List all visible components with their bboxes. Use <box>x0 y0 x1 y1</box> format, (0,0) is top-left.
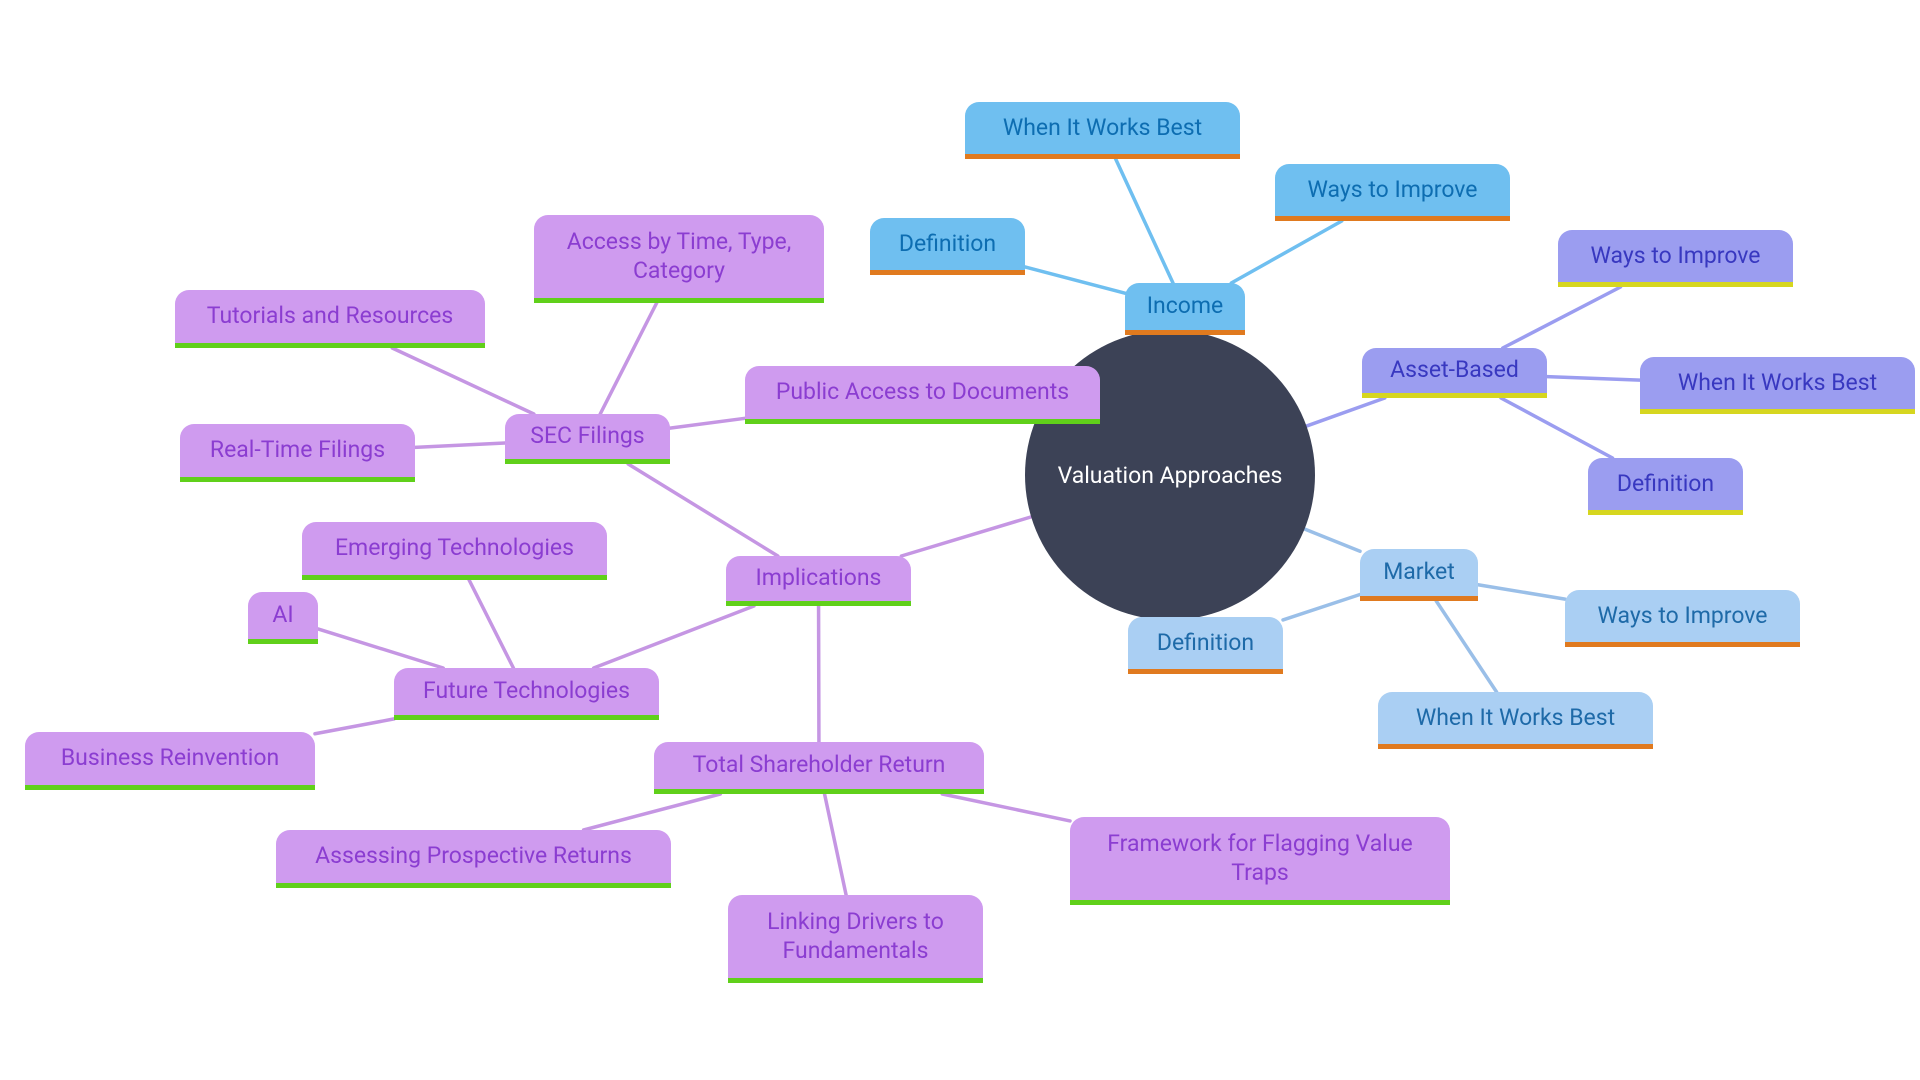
edge <box>1547 377 1640 381</box>
node-label: Emerging Technologies <box>335 534 574 563</box>
node-label: Tutorials and Resources <box>207 302 453 331</box>
edge <box>628 464 778 556</box>
edge <box>1503 287 1621 348</box>
node-sec_public: Public Access to Documents <box>745 366 1100 424</box>
node-income_def: Definition <box>870 218 1025 275</box>
node-sec_access: Access by Time, Type, Category <box>534 215 824 303</box>
edge <box>392 348 534 414</box>
node-label: Assessing Prospective Returns <box>315 842 632 871</box>
node-label: Access by Time, Type, Category <box>548 228 810 286</box>
edge <box>942 794 1070 821</box>
center-node-label: Valuation Approaches <box>1058 462 1283 489</box>
node-label: Linking Drivers to Fundamentals <box>742 908 969 966</box>
node-label: Future Technologies <box>423 677 630 706</box>
node-label: SEC Filings <box>530 422 644 451</box>
node-income_best: When It Works Best <box>965 102 1240 159</box>
edge <box>1116 159 1173 283</box>
edge <box>825 794 847 895</box>
node-market: Market <box>1360 549 1478 601</box>
node-sec_tut: Tutorials and Resources <box>175 290 485 348</box>
edge <box>315 719 394 734</box>
edge <box>670 418 745 428</box>
node-income_impr: Ways to Improve <box>1275 164 1510 221</box>
node-label: Market <box>1383 558 1455 587</box>
edge <box>318 629 443 668</box>
node-label: Public Access to Documents <box>776 378 1069 407</box>
mindmap-canvas: Valuation Approaches Income Definition When… <box>0 0 1920 1080</box>
node-market_best: When It Works Best <box>1378 692 1653 749</box>
edge <box>469 580 513 668</box>
node-tsr_flag: Framework for Flagging Value Traps <box>1070 817 1450 905</box>
node-label: Real-Time Filings <box>210 436 385 465</box>
node-label: Income <box>1147 292 1223 321</box>
edge <box>1231 221 1341 283</box>
node-market_impr: Ways to Improve <box>1565 590 1800 647</box>
edge <box>1305 529 1360 551</box>
node-income: Income <box>1125 283 1245 335</box>
node-future: Future Technologies <box>394 668 659 720</box>
node-label: Implications <box>756 564 882 593</box>
node-label: When It Works Best <box>1003 114 1202 143</box>
edge <box>1306 398 1384 426</box>
node-sec: SEC Filings <box>505 414 670 464</box>
node-market_def: Definition <box>1128 617 1283 674</box>
node-label: Framework for Flagging Value Traps <box>1084 830 1436 888</box>
node-fut_emerg: Emerging Technologies <box>302 522 607 580</box>
node-sec_realtime: Real-Time Filings <box>180 424 415 482</box>
edge <box>1436 601 1496 692</box>
node-fut_reinv: Business Reinvention <box>25 732 315 790</box>
node-label: Total Shareholder Return <box>693 751 946 780</box>
node-asset: Asset-Based <box>1362 348 1547 398</box>
node-tsr_link: Linking Drivers to Fundamentals <box>728 895 983 983</box>
edge <box>1025 267 1125 293</box>
node-tsr: Total Shareholder Return <box>654 742 984 794</box>
node-label: Business Reinvention <box>61 744 279 773</box>
node-impl: Implications <box>726 556 911 606</box>
node-label: Definition <box>1157 629 1254 658</box>
edge <box>1478 585 1565 599</box>
edge <box>600 303 656 414</box>
edge <box>594 606 754 668</box>
node-fut_ai: AI <box>248 592 318 644</box>
node-label: Ways to Improve <box>1307 176 1477 205</box>
node-label: AI <box>272 601 293 630</box>
edge <box>584 794 721 830</box>
node-label: Ways to Improve <box>1597 602 1767 631</box>
edge <box>415 443 505 447</box>
node-asset_def: Definition <box>1588 458 1743 515</box>
node-label: Ways to Improve <box>1590 242 1760 271</box>
node-label: Definition <box>1617 470 1714 499</box>
edge <box>1283 594 1360 619</box>
node-label: When It Works Best <box>1678 369 1877 398</box>
edge <box>1501 398 1613 458</box>
edge <box>901 517 1031 556</box>
node-label: Definition <box>899 230 996 259</box>
node-label: When It Works Best <box>1416 704 1615 733</box>
node-asset_best: When It Works Best <box>1640 357 1915 414</box>
node-tsr_assess: Assessing Prospective Returns <box>276 830 671 888</box>
node-asset_impr: Ways to Improve <box>1558 230 1793 287</box>
node-label: Asset-Based <box>1390 356 1519 385</box>
